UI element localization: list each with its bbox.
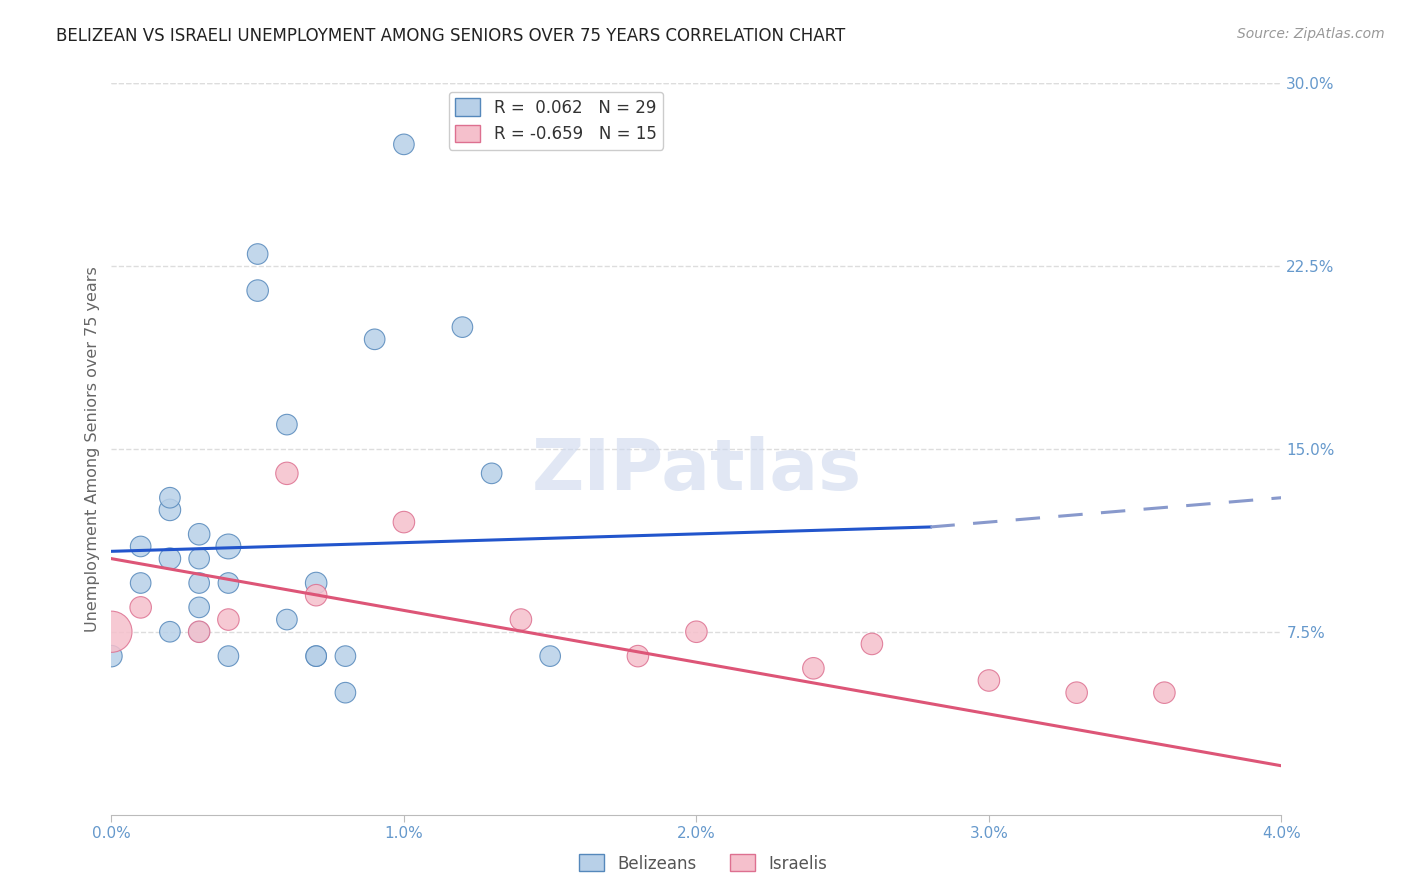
Text: Source: ZipAtlas.com: Source: ZipAtlas.com bbox=[1237, 27, 1385, 41]
Point bbox=[305, 588, 328, 602]
Legend: R =  0.062   N = 29, R = -0.659   N = 15: R = 0.062 N = 29, R = -0.659 N = 15 bbox=[449, 92, 664, 150]
Point bbox=[305, 576, 328, 591]
Point bbox=[305, 649, 328, 664]
Legend: Belizeans, Israelis: Belizeans, Israelis bbox=[572, 847, 834, 880]
Text: BELIZEAN VS ISRAELI UNEMPLOYMENT AMONG SENIORS OVER 75 YEARS CORRELATION CHART: BELIZEAN VS ISRAELI UNEMPLOYMENT AMONG S… bbox=[56, 27, 845, 45]
Point bbox=[129, 600, 152, 615]
Point bbox=[159, 551, 181, 566]
Point bbox=[217, 649, 239, 664]
Point bbox=[188, 624, 211, 639]
Point bbox=[1066, 686, 1088, 700]
Y-axis label: Unemployment Among Seniors over 75 years: Unemployment Among Seniors over 75 years bbox=[86, 266, 100, 632]
Point bbox=[159, 491, 181, 505]
Point bbox=[188, 527, 211, 541]
Text: ZIPatlas: ZIPatlas bbox=[531, 436, 862, 506]
Point bbox=[451, 320, 474, 334]
Point bbox=[217, 540, 239, 554]
Point bbox=[100, 649, 122, 664]
Point bbox=[860, 637, 883, 651]
Point bbox=[363, 332, 385, 346]
Point bbox=[217, 613, 239, 627]
Point bbox=[305, 649, 328, 664]
Point bbox=[188, 624, 211, 639]
Point bbox=[392, 137, 415, 152]
Point bbox=[188, 551, 211, 566]
Point bbox=[217, 576, 239, 591]
Point bbox=[335, 686, 357, 700]
Point bbox=[276, 613, 298, 627]
Point bbox=[100, 624, 122, 639]
Point bbox=[129, 576, 152, 591]
Point bbox=[509, 613, 531, 627]
Point bbox=[481, 467, 503, 481]
Point bbox=[188, 576, 211, 591]
Point bbox=[392, 515, 415, 529]
Point bbox=[538, 649, 561, 664]
Point bbox=[159, 624, 181, 639]
Point bbox=[803, 661, 825, 675]
Point bbox=[276, 467, 298, 481]
Point bbox=[1153, 686, 1175, 700]
Point bbox=[977, 673, 1000, 688]
Point bbox=[685, 624, 707, 639]
Point bbox=[188, 600, 211, 615]
Point bbox=[627, 649, 650, 664]
Point bbox=[129, 540, 152, 554]
Point bbox=[276, 417, 298, 432]
Point bbox=[159, 503, 181, 517]
Point bbox=[246, 284, 269, 298]
Point bbox=[246, 247, 269, 261]
Point bbox=[335, 649, 357, 664]
